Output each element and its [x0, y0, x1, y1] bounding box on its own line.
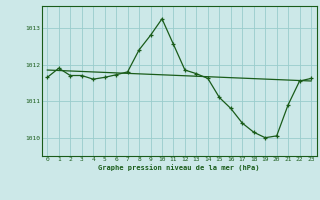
- X-axis label: Graphe pression niveau de la mer (hPa): Graphe pression niveau de la mer (hPa): [99, 164, 260, 171]
